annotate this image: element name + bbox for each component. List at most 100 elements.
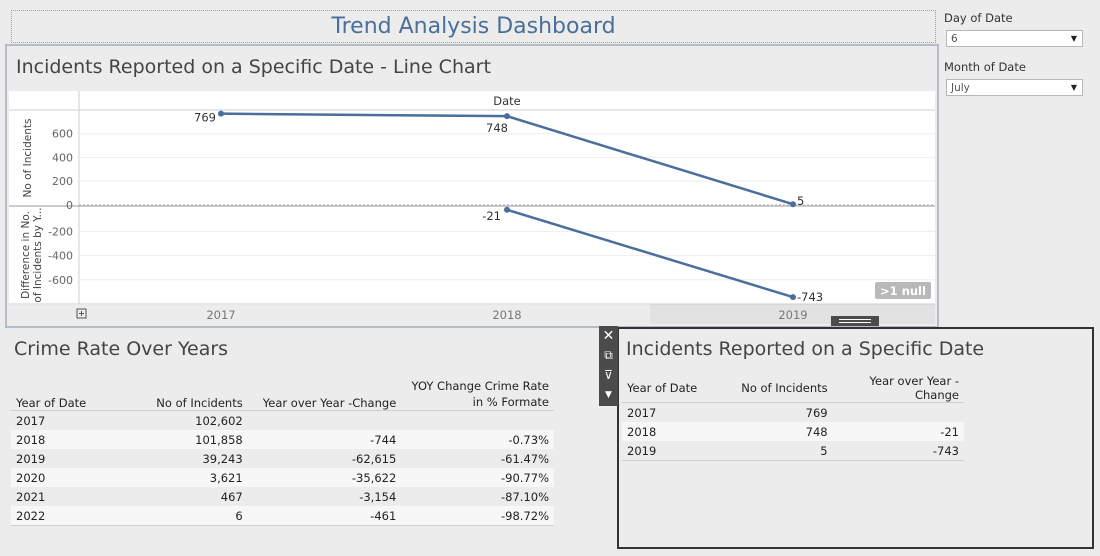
- table-row[interactable]: 2022 6 -461 -98.72%: [11, 506, 554, 526]
- x-tick-label: 2018: [492, 308, 521, 322]
- value-cell: 102,602: [123, 410, 248, 430]
- year-cell: 2018: [11, 430, 124, 449]
- table-row[interactable]: 2019 39,243 -62,615 -61.47%: [11, 449, 554, 468]
- x-tick-label: 2019: [778, 308, 807, 322]
- dashboard-title-container: Trend Analysis Dashboard: [11, 10, 936, 43]
- column-header-yoy-percent[interactable]: YOY Change Crime Rate in % Formate: [401, 372, 554, 411]
- day-filter-value: 6: [951, 32, 958, 45]
- filter-icon[interactable]: ⊽: [604, 368, 613, 382]
- y-tick-label: 200: [52, 175, 73, 188]
- value-cell: 467: [123, 487, 248, 506]
- value-cell: -743: [832, 441, 964, 461]
- null-indicator-badge[interactable]: [875, 282, 931, 299]
- value-cell: -21: [832, 422, 964, 441]
- value-cell: 769: [733, 402, 833, 422]
- y-axis-label: No of Incidents: [22, 119, 34, 198]
- table-row[interactable]: 2020 3,621 -35,622 -90.77%: [11, 468, 554, 487]
- specific-date-title: Incidents Reported on a Specific Date: [626, 338, 985, 360]
- data-label: -743: [797, 290, 823, 304]
- column-header-date: Date: [493, 94, 521, 108]
- year-cell: 2022: [11, 506, 124, 526]
- data-point[interactable]: [504, 113, 510, 120]
- value-cell: -62,615: [247, 449, 402, 468]
- year-cell: 2019: [622, 441, 734, 461]
- y-tick-label: 600: [52, 128, 73, 141]
- value-cell: 5: [733, 441, 833, 461]
- dashboard-title: Trend Analysis Dashboard: [331, 14, 616, 39]
- chevron-down-icon: ▼: [1070, 34, 1077, 43]
- value-cell: -35,622: [247, 468, 402, 487]
- value-cell: [247, 410, 402, 430]
- table-row[interactable]: 2021 467 -3,154 -87.10%: [11, 487, 554, 506]
- month-filter-value: July: [951, 81, 970, 94]
- series-line[interactable]: [506, 208, 794, 299]
- value-cell: 3,621: [123, 468, 248, 487]
- y-tick-label: 400: [52, 151, 73, 164]
- null-indicator-text: >1 null: [880, 284, 926, 298]
- value-cell: [832, 402, 964, 422]
- year-cell: 2019: [11, 449, 124, 468]
- table-row[interactable]: 2019 5 -743: [622, 441, 964, 461]
- column-header-yoy-change[interactable]: Year over Year -Change: [247, 372, 402, 411]
- data-label: 769: [194, 111, 216, 125]
- more-options-icon[interactable]: ▼: [605, 390, 612, 400]
- column-header-year[interactable]: Year of Date: [11, 372, 124, 411]
- month-filter-label: Month of Date: [944, 60, 1026, 74]
- y-tick-label: -200: [48, 225, 73, 238]
- table-row[interactable]: 2017 769: [622, 402, 964, 422]
- value-cell: 39,243: [123, 449, 248, 468]
- y-tick-label: -600: [48, 274, 73, 287]
- popout-icon[interactable]: ⧉: [604, 348, 613, 362]
- chart-plot-area: [9, 91, 935, 305]
- value-cell: -0.73%: [401, 430, 554, 449]
- year-cell: 2020: [11, 468, 124, 487]
- year-cell: 2017: [11, 410, 124, 430]
- crime-table-title: Crime Rate Over Years: [14, 338, 229, 360]
- y-tick-label: 0: [66, 199, 73, 212]
- value-cell: -90.77%: [401, 468, 554, 487]
- table-row[interactable]: 2018 101,858 -744 -0.73%: [11, 430, 554, 449]
- value-cell: -744: [247, 430, 402, 449]
- line-chart-title: Incidents Reported on a Specific Date - …: [16, 56, 491, 78]
- column-header-year[interactable]: Year of Date: [622, 374, 734, 403]
- day-filter-dropdown[interactable]: 6 ▼: [946, 30, 1083, 47]
- drag-handle[interactable]: [831, 316, 879, 326]
- crime-rate-table[interactable]: Year of Date No of Incidents Year over Y…: [11, 372, 554, 526]
- column-header-yoy-change[interactable]: Year over Year -Change: [832, 374, 964, 403]
- month-filter-dropdown[interactable]: July ▼: [946, 79, 1083, 96]
- column-header-incidents[interactable]: No of Incidents: [123, 372, 248, 411]
- value-cell: -461: [247, 506, 402, 526]
- x-tick-label: 2017: [206, 308, 235, 322]
- value-cell: -61.47%: [401, 449, 554, 468]
- value-cell: -87.10%: [401, 487, 554, 506]
- specific-date-table[interactable]: Year of Date No of Incidents Year over Y…: [622, 374, 964, 461]
- year-cell: 2021: [11, 487, 124, 506]
- data-point[interactable]: [790, 294, 796, 301]
- table-row[interactable]: 2017 102,602: [11, 410, 554, 430]
- year-cell: 2017: [622, 402, 734, 422]
- close-icon[interactable]: ✕: [602, 328, 615, 344]
- plus-square-icon[interactable]: [76, 308, 87, 319]
- y-tick-label: -400: [48, 250, 73, 263]
- line-chart[interactable]: Date 0 200 400 600 No of Incidents 769 748 5 -200…: [7, 46, 937, 326]
- line-chart-panel[interactable]: Incidents Reported on a Specific Date - …: [5, 44, 939, 328]
- year-cell: 2018: [622, 422, 734, 441]
- data-label: 748: [486, 121, 508, 135]
- data-point[interactable]: [504, 206, 510, 213]
- data-point[interactable]: [790, 201, 796, 208]
- value-cell: -98.72%: [401, 506, 554, 526]
- value-cell: 101,858: [123, 430, 248, 449]
- data-label: 5: [797, 194, 804, 208]
- table-row[interactable]: 2018 748 -21: [622, 422, 964, 441]
- day-filter-label: Day of Date: [944, 11, 1013, 25]
- worksheet-toolbar: ✕ ⧉ ⊽ ▼: [599, 326, 618, 406]
- value-cell: 6: [123, 506, 248, 526]
- chevron-down-icon: ▼: [1070, 83, 1077, 92]
- value-cell: 748: [733, 422, 833, 441]
- y-axis-label: Difference in No.of Incidents by Y...: [20, 207, 44, 302]
- value-cell: [401, 410, 554, 430]
- value-cell: -3,154: [247, 487, 402, 506]
- data-label: -21: [482, 209, 501, 223]
- column-header-incidents[interactable]: No of Incidents: [733, 374, 833, 403]
- data-point[interactable]: [218, 110, 224, 117]
